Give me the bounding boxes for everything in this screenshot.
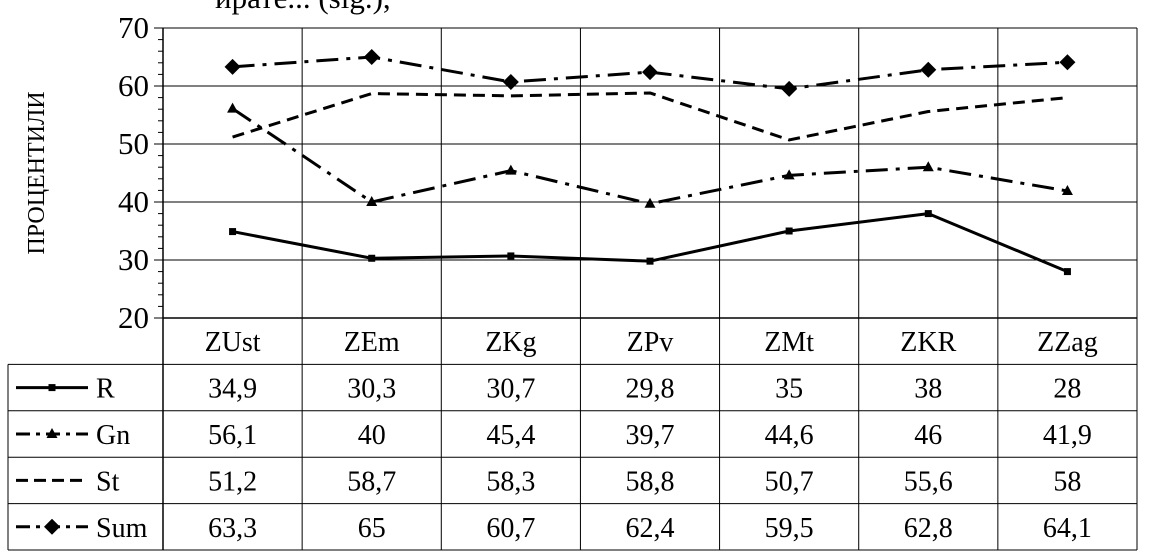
legend-label-sum: Sum (96, 513, 148, 544)
point-sum-ZKg (502, 73, 519, 90)
x-tick-label-ZPv: ZPv (627, 327, 674, 358)
point-r-ZKg (507, 252, 515, 260)
chart-title-fragment: ирате... (sig.), (215, 0, 391, 15)
data-label-st-ZMt: 50,7 (765, 466, 814, 497)
series-st (232, 91, 1068, 142)
point-gn-ZEm (366, 196, 378, 206)
data-label-gn-ZKg: 45,4 (486, 420, 535, 451)
y-tick-label-60: 60 (118, 68, 149, 103)
data-label-gn-ZMt: 44,6 (765, 420, 814, 451)
series-sum (224, 49, 1076, 97)
point-gn-ZUst (227, 102, 239, 113)
point-r-ZMt (785, 227, 793, 235)
data-label-r-ZKg: 30,7 (486, 374, 535, 405)
data-label-st-ZPv: 58,8 (626, 466, 675, 497)
point-sum-ZKR (920, 61, 937, 78)
point-r-ZEm (368, 254, 376, 262)
y-tick-label-30: 30 (118, 242, 149, 277)
data-label-r-ZKR: 38 (914, 374, 942, 405)
y-tick-label-70: 70 (118, 10, 149, 45)
series-line-gn (231, 107, 1068, 206)
point-sum-ZZag (1059, 54, 1076, 71)
point-sum-ZUst (224, 58, 241, 75)
y-axis-label: ПРОЦЕНТИЛИ (24, 91, 50, 254)
data-label-st-ZKR: 55,6 (904, 466, 953, 497)
data-label-sum-ZUst: 63,3 (208, 513, 257, 544)
data-label-r-ZEm: 30,3 (347, 374, 396, 405)
point-r-ZKR (924, 210, 932, 218)
point-r-ZZag (1063, 268, 1071, 276)
legend-key-marker-gn (46, 428, 58, 438)
series-line-st (232, 91, 1068, 142)
data-label-gn-ZUst: 56,1 (208, 420, 257, 451)
x-tick-label-ZMt: ZMt (764, 327, 814, 358)
x-tick-label-ZUst: ZUst (205, 327, 261, 358)
data-label-st-ZKg: 58,3 (486, 466, 535, 497)
series-r (229, 210, 1071, 276)
legend-label-r: R (96, 374, 115, 405)
data-label-st-ZZag: 58 (1053, 466, 1081, 497)
data-label-r-ZMt: 35 (775, 374, 803, 405)
series-gn (227, 102, 1073, 208)
data-label-gn-ZPv: 39,7 (626, 420, 675, 451)
data-label-gn-ZEm: 40 (358, 420, 386, 451)
y-tick-label-20: 20 (118, 300, 149, 335)
data-label-sum-ZKg: 60,7 (486, 513, 535, 544)
x-tick-label-ZEm: ZEm (344, 327, 400, 358)
point-sum-ZPv (642, 64, 658, 81)
legend-label-gn: Gn (96, 420, 130, 451)
point-gn-ZKR (922, 161, 934, 172)
x-tick-label-ZKR: ZKR (900, 327, 956, 358)
y-tick-label-40: 40 (118, 184, 149, 219)
data-label-st-ZEm: 58,7 (347, 466, 396, 497)
data-label-sum-ZEm: 65 (358, 513, 386, 544)
legend-label-st: St (96, 466, 120, 497)
legend-key-marker-r (48, 384, 56, 392)
data-label-st-ZUst: 51,2 (208, 466, 257, 497)
legend-key-marker-sum (44, 518, 60, 535)
point-gn-ZMt (783, 169, 795, 180)
data-label-r-ZZag: 28 (1053, 374, 1081, 405)
data-label-gn-ZKR: 46 (914, 420, 942, 451)
point-gn-ZZag (1061, 184, 1073, 195)
point-r-ZUst (229, 228, 237, 236)
point-gn-ZKg (505, 164, 517, 175)
point-sum-ZMt (781, 80, 798, 97)
data-label-sum-ZKR: 62,8 (904, 513, 953, 544)
y-tick-label-50: 50 (118, 126, 149, 161)
data-label-sum-ZPv: 62,4 (626, 513, 675, 544)
data-label-sum-ZMt: 59,5 (765, 513, 814, 544)
data-label-r-ZUst: 34,9 (208, 374, 257, 405)
x-tick-label-ZKg: ZKg (485, 327, 536, 358)
x-tick-label-ZZag: ZZag (1037, 327, 1098, 358)
data-label-r-ZPv: 29,8 (626, 374, 675, 405)
point-gn-ZPv (644, 197, 656, 208)
point-sum-ZEm (363, 49, 380, 65)
point-r-ZPv (646, 257, 654, 265)
data-label-sum-ZZag: 64,1 (1043, 513, 1092, 544)
data-label-gn-ZZag: 41,9 (1043, 420, 1092, 451)
